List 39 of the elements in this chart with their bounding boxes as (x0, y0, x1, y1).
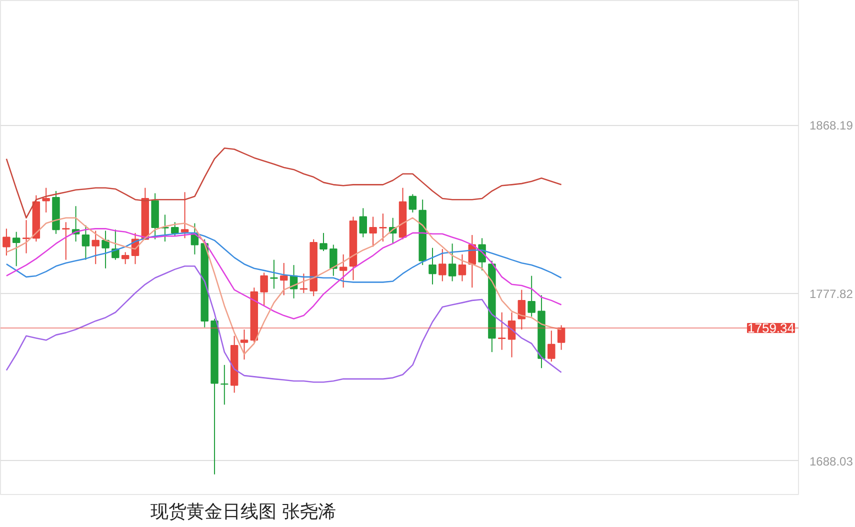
candlestick (548, 330, 556, 362)
candlestick (42, 187, 50, 213)
ref-line-label: 1759.34 (748, 320, 795, 336)
candlestick (339, 254, 348, 288)
candlestick (280, 262, 288, 296)
candlestick (408, 194, 417, 213)
candlestick (320, 232, 328, 252)
candlestick (121, 252, 130, 265)
candlestick (428, 247, 436, 285)
candlestick (102, 230, 110, 269)
line-series (6, 147, 562, 219)
candlestick (92, 230, 100, 265)
candlestick (379, 213, 387, 242)
candlestick (180, 192, 189, 239)
candlestick (557, 324, 566, 350)
candlestick (260, 272, 268, 306)
candlestick (2, 228, 10, 256)
candlestick (82, 224, 90, 260)
candlestick (270, 259, 278, 290)
candlestick (438, 248, 446, 282)
candlestick (240, 329, 248, 360)
candlestick (359, 208, 368, 238)
y-tick-label: 1688.03 (810, 454, 854, 468)
y-tick-label: 1868.19 (810, 118, 854, 133)
candlestick (448, 243, 456, 282)
candlestick (330, 244, 338, 276)
candlestick (458, 254, 466, 282)
candlestick (300, 273, 308, 294)
candlestick (12, 231, 20, 267)
text: 现货黄金日线图 张尧浠 (150, 502, 336, 522)
line-series (6, 228, 562, 320)
y-tick-label: 1777.82 (810, 287, 854, 302)
candlestick (498, 312, 506, 350)
candlestick (62, 222, 70, 260)
line-series (6, 265, 562, 383)
candlestick (22, 220, 30, 254)
candlestick (369, 216, 377, 248)
candlestick (171, 222, 179, 237)
candlestick (528, 275, 536, 318)
